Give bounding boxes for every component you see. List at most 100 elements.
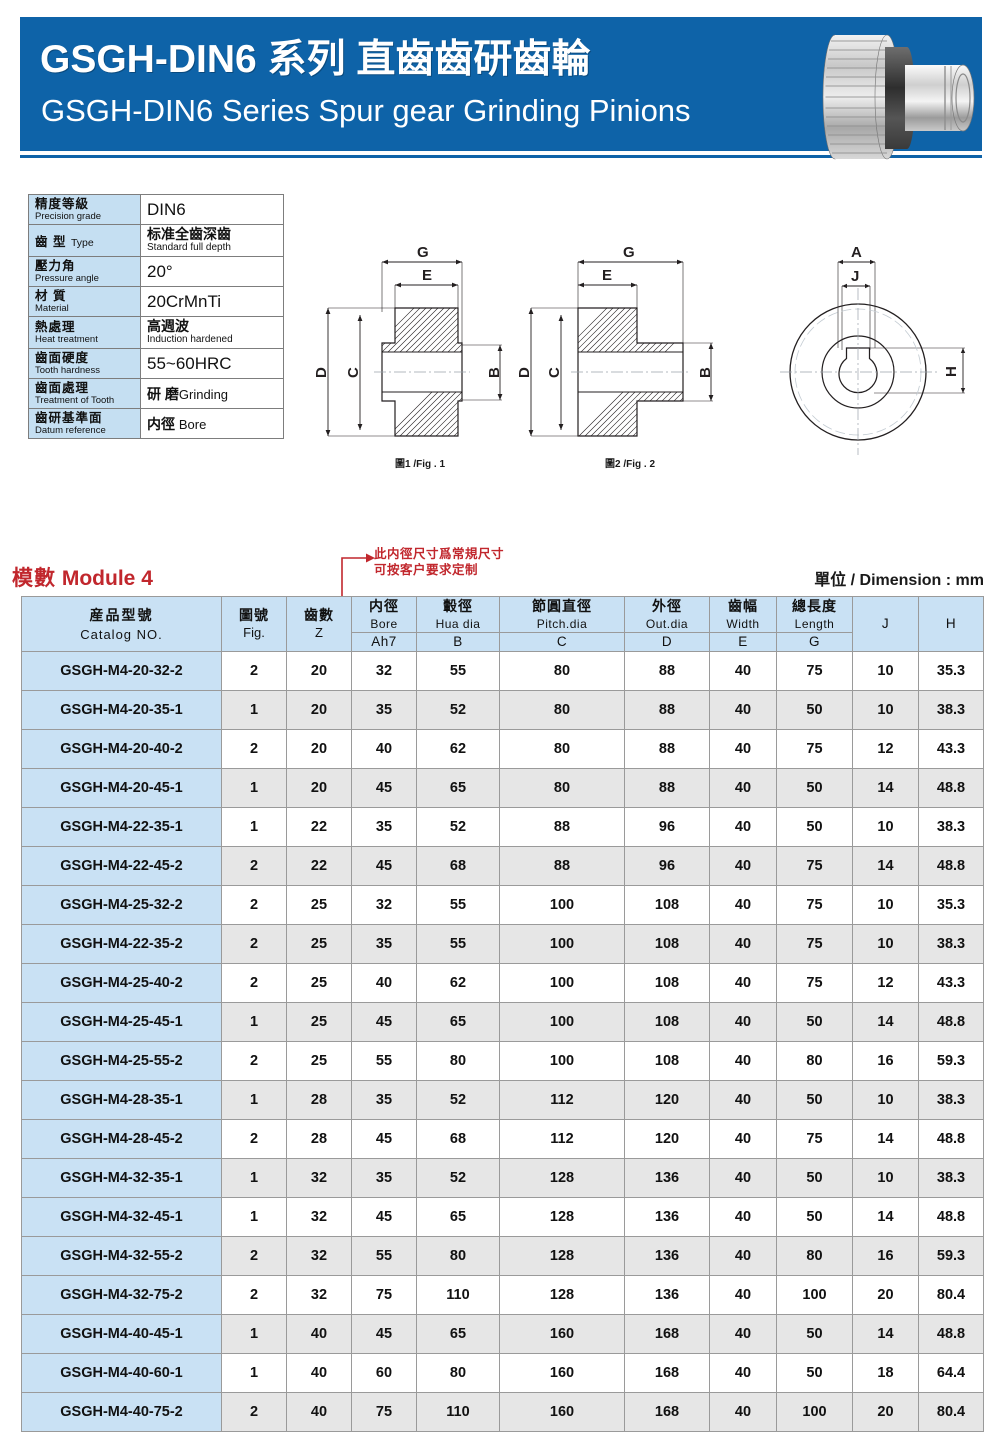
cell-catalog-no: GSGH-M4-20-45-1	[21, 768, 222, 808]
cell-length: 50	[776, 1080, 853, 1120]
table-row: GSGH-M4-25-55-2 2 25 55 80 100 108 40 80 16 59.3	[21, 1041, 984, 1081]
cell-fig: 1	[221, 1314, 287, 1354]
cell-out-dia: 136	[624, 1197, 710, 1237]
cell-j: 14	[852, 768, 919, 808]
front-view-drawing: A J H	[780, 244, 966, 455]
table-row: GSGH-M4-32-75-2 2 32 75 110 128 136 40 100 20 80.4	[21, 1275, 984, 1315]
specification-table: 精度等級 Precision grade DIN6 齒 型 Type 标准全齒深…	[28, 194, 284, 439]
cell-out-dia: 96	[624, 846, 710, 886]
cell-width: 40	[709, 885, 777, 925]
cell-length: 75	[776, 1119, 853, 1159]
cell-width: 40	[709, 768, 777, 808]
bore-note-line2: 可按客户要求定制	[374, 563, 479, 577]
cell-j: 10	[852, 924, 919, 964]
header-fig: 圖號 Fig.	[221, 596, 287, 652]
header-out-dia: 外徑 Out.dia	[624, 596, 710, 633]
cell-h: 48.8	[918, 768, 984, 808]
cell-out-dia: 108	[624, 963, 710, 1003]
cell-bore: 45	[351, 1197, 417, 1237]
cell-fig: 2	[221, 651, 287, 691]
cell-j: 20	[852, 1392, 919, 1432]
cell-length: 75	[776, 846, 853, 886]
cell-fig: 1	[221, 1158, 287, 1198]
cell-catalog-no: GSGH-M4-25-55-2	[21, 1041, 222, 1081]
table-row: GSGH-M4-40-45-1 1 40 45 65 160 168 40 50 14 48.8	[21, 1314, 984, 1354]
cell-j: 10	[852, 651, 919, 691]
table-row: GSGH-M4-20-45-1 1 20 45 65 80 88 40 50 14 48.8	[21, 768, 984, 808]
spec-row-precision-grade: 精度等級 Precision grade DIN6	[28, 194, 284, 225]
cell-h: 48.8	[918, 846, 984, 886]
cell-width: 40	[709, 1002, 777, 1042]
table-row: GSGH-M4-32-55-2 2 32 55 80 128 136 40 80 16 59.3	[21, 1236, 984, 1276]
dim-label-G-fig2: G	[623, 244, 635, 261]
cell-catalog-no: GSGH-M4-20-35-1	[21, 690, 222, 730]
cell-h: 38.3	[918, 1158, 984, 1198]
cell-j: 14	[852, 1119, 919, 1159]
cell-teeth-count: 32	[286, 1275, 352, 1315]
cell-j: 14	[852, 1002, 919, 1042]
cell-fig: 1	[221, 807, 287, 847]
cell-catalog-no: GSGH-M4-32-45-1	[21, 1197, 222, 1237]
dim-label-D: D	[313, 367, 330, 378]
cell-fig: 2	[221, 729, 287, 769]
dim-label-E-fig2: E	[602, 267, 612, 284]
cell-j: 12	[852, 729, 919, 769]
table-header-row-2: Ah7 B C D E G	[22, 632, 984, 652]
page-title-chinese: GSGH-DIN6 系列 直齒齒研齒輪	[40, 38, 591, 81]
dim-label-E: E	[422, 267, 432, 284]
spec-row-heat-treatment: 熱處理 Heat treatment 高週波 Induction hardene…	[28, 316, 284, 349]
header-length: 總長度 Length	[776, 596, 853, 633]
cell-catalog-no: GSGH-M4-22-35-1	[21, 807, 222, 847]
dim-label-D-fig2: D	[516, 367, 533, 378]
cell-length: 75	[776, 963, 853, 1003]
cell-fig: 2	[221, 1041, 287, 1081]
technical-drawings: G E D C B 圖1 /Fig . 1	[310, 240, 990, 480]
cell-catalog-no: GSGH-M4-20-40-2	[21, 729, 222, 769]
cell-pitch-dia: 80	[499, 729, 625, 769]
cell-teeth-count: 22	[286, 807, 352, 847]
header-width-symbol: E	[709, 632, 777, 652]
cell-out-dia: 96	[624, 807, 710, 847]
cell-j: 16	[852, 1041, 919, 1081]
cell-pitch-dia: 100	[499, 924, 625, 964]
cell-length: 100	[776, 1392, 853, 1432]
cell-length: 50	[776, 807, 853, 847]
spec-value-heat-treatment: 高週波 Induction hardened	[140, 316, 284, 349]
cell-h: 43.3	[918, 729, 984, 769]
cell-teeth-count: 20	[286, 690, 352, 730]
cell-teeth-count: 28	[286, 1080, 352, 1120]
cell-bore: 35	[351, 690, 417, 730]
cell-teeth-count: 40	[286, 1314, 352, 1354]
spec-label-material: 材 質 Material	[28, 286, 141, 317]
dim-label-B-fig2: B	[697, 367, 714, 378]
cell-teeth-count: 32	[286, 1158, 352, 1198]
table-row: GSGH-M4-22-35-2 2 25 35 55 100 108 40 75 10 38.3	[21, 924, 984, 964]
cell-length: 75	[776, 729, 853, 769]
cell-j: 10	[852, 1158, 919, 1198]
cell-out-dia: 108	[624, 885, 710, 925]
cell-bore: 55	[351, 1236, 417, 1276]
cell-out-dia: 168	[624, 1314, 710, 1354]
bore-note-text: 此内徑尺寸爲常規尺寸 可按客户要求定制	[374, 546, 504, 578]
page-title-english: GSGH-DIN6 Series Spur gear Grinding Pini…	[41, 93, 691, 128]
cell-hua-dia: 55	[416, 924, 500, 964]
spec-label-datum-reference: 齒研基準面 Datum reference	[28, 408, 141, 439]
figure-1-drawing: G E D C B	[313, 244, 503, 437]
cell-pitch-dia: 100	[499, 1002, 625, 1042]
cell-h: 80.4	[918, 1275, 984, 1315]
spec-value-pressure-angle: 20°	[140, 256, 284, 287]
cell-bore: 60	[351, 1353, 417, 1393]
spec-row-material: 材 質 Material 20CrMnTi	[28, 286, 284, 317]
cell-fig: 1	[221, 768, 287, 808]
dim-label-J: J	[851, 268, 859, 285]
cell-catalog-no: GSGH-M4-32-75-2	[21, 1275, 222, 1315]
cell-bore: 35	[351, 1080, 417, 1120]
cell-catalog-no: GSGH-M4-25-32-2	[21, 885, 222, 925]
cell-pitch-dia: 112	[499, 1119, 625, 1159]
cell-j: 18	[852, 1353, 919, 1393]
cell-j: 12	[852, 963, 919, 1003]
cell-out-dia: 120	[624, 1080, 710, 1120]
spec-label-pressure-angle: 壓力角 Pressure angle	[28, 256, 141, 287]
cell-width: 40	[709, 1314, 777, 1354]
header-hua-dia: 轂徑 Hua dia	[416, 596, 500, 633]
